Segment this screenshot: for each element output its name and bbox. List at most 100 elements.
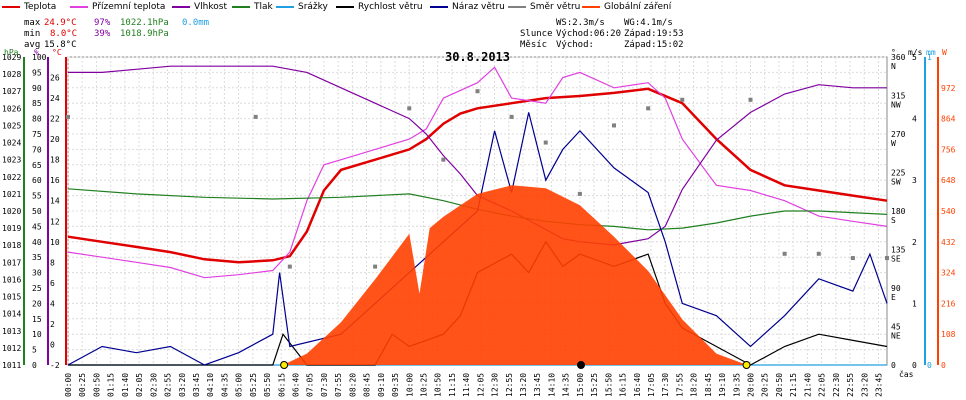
x-tick-label: 10:50 [434,373,443,397]
humidity-tick-label: 40 [32,238,42,247]
stats-min-label: min [24,29,41,39]
x-tick-label: 12:55 [505,373,514,397]
temperature-tick-label: 26 [50,74,60,83]
wind-speed-tick-label: 4 [912,115,917,124]
x-axis-unit: čas [899,369,914,379]
legend-label-srazky: Srážky [298,2,328,12]
series-line-teplota [67,87,888,264]
temperature-tick-label: 0 [50,340,55,349]
x-tick-label: 08:20 [348,373,357,397]
humidity-tick-label: 50 [32,207,42,216]
x-tick-label: 03:20 [178,373,187,397]
x-tick-label: 16:15 [619,373,628,397]
series-point-smer-vetru [407,106,412,111]
series-area-globalni-zareni [68,185,887,365]
moon-set: Západ:15:02 [624,40,684,50]
series-point-smer-vetru [782,251,787,256]
temperature-tick-label: 18 [50,156,60,165]
x-tick-label: 07:05 [306,373,315,397]
stats-max-label: max [24,18,41,28]
x-tick-label: 09:10 [377,373,386,397]
x-tick-label: 16:40 [633,373,642,397]
legend-label-smer-vetru: Směr větru [530,2,581,12]
x-tick-label: 22:30 [832,373,841,397]
x-tick-label: 13:20 [519,373,528,397]
legend-swatch-prizemni-teplota [70,6,88,8]
stats-min-temp: 8.0°C [50,29,78,39]
pressure-tick-label: 1016 [2,275,21,284]
wind-speed-tick-label: 5 [912,53,917,62]
stats-max-temp: 24.9°C [44,18,77,28]
temperature-tick-label: 2 [50,320,55,329]
temperature-tick-label: 24 [50,94,60,103]
radiation-tick-label: 648 [941,176,956,185]
wind-dir-tick-label: W [891,139,896,148]
humidity-tick-label: 35 [32,253,42,262]
x-tick-label: 04:10 [206,373,215,397]
wind-dir-tick-label: NE [891,332,901,341]
x-tick-label: 05:00 [235,373,244,397]
rain-tick-label: 1 [927,53,932,62]
wind-dir-tick-label: 90 [891,284,901,293]
radiation-tick-label: 324 [941,269,956,278]
x-tick-label: 02:05 [135,373,144,397]
humidity-tick-label: 10 [32,330,42,339]
humidity-tick-label: 80 [32,115,42,124]
x-tick-label: 15:25 [590,373,599,397]
x-tick-label: 19:35 [732,373,741,397]
temperature-tick-label: 20 [50,135,60,144]
pressure-tick-label: 1024 [2,139,21,148]
series-point-smer-vetru [612,123,616,128]
legend-label-globalni-zareni: Globální záření [604,2,672,12]
radiation-tick-label: 216 [941,299,956,308]
pressure-tick-label: 1021 [2,190,21,199]
series-point-smer-vetru [646,106,651,111]
moon-rise: Východ: [556,40,594,50]
radiation-tick-label: 0 [941,361,946,370]
x-tick-label: 17:55 [675,373,684,397]
x-tick-label: 13:45 [533,373,542,397]
series-line-prizemni-teplota [67,66,888,279]
stats-min-press: 1018.9hPa [120,29,169,39]
legend-swatch-tlak [232,6,250,8]
legend-label-rychlost-vetru: Rychlost větru [358,2,423,12]
chart-title: 30.8.2013 [445,50,510,64]
humidity-tick-label: 20 [32,299,42,308]
wind-dir-tick-label: 315 [891,92,906,101]
x-tick-label: 03:45 [192,373,201,397]
x-tick-label: 15:50 [604,373,613,397]
series-point-smer-vetru [253,114,258,119]
x-tick-label: 14:35 [562,373,571,397]
x-tick-label: 21:40 [803,373,812,397]
x-tick-label: 12:05 [476,373,485,397]
x-tick-label: 01:40 [121,373,130,397]
x-tick-label: 23:45 [874,373,883,397]
radiation-tick-label: 108 [941,330,956,339]
temperature-tick-label: 8 [50,258,55,267]
legend-swatch-globalni-zareni [582,6,600,8]
series-point-smer-vetru [577,191,582,196]
pressure-tick-label: 1028 [2,70,21,79]
stats-avg-temp: 15.8°C [44,40,77,50]
wind-dir-tick-label: 360 [891,53,906,62]
temperature-tick-label: 22 [50,115,60,124]
wind-dir-tick-label: 135 [891,246,906,255]
legend-swatch-teplota [2,6,20,8]
moonset-marker [577,361,586,369]
pressure-tick-label: 1015 [2,293,21,302]
wind-dir-tick-label: 270 [891,130,906,139]
wind-dir-tick-label: 225 [891,169,906,178]
x-tick-label: 05:50 [263,373,272,397]
humidity-tick-label: 25 [32,284,42,293]
wind-speed-axis-unit: m/s [908,48,923,57]
x-tick-label: 09:35 [391,373,400,397]
humidity-tick-label: 5 [32,346,37,355]
humidity-tick-label: 45 [32,222,42,231]
legend-label-vlhkost: Vlhkost [194,2,227,12]
series-point-smer-vetru [66,114,70,119]
series-point-smer-vetru [475,89,480,94]
radiation-axis-unit: W [942,48,947,57]
pressure-axis-unit: hPa [4,48,19,57]
series-point-smer-vetru [509,114,514,119]
stats-min-hum: 39% [94,29,111,39]
